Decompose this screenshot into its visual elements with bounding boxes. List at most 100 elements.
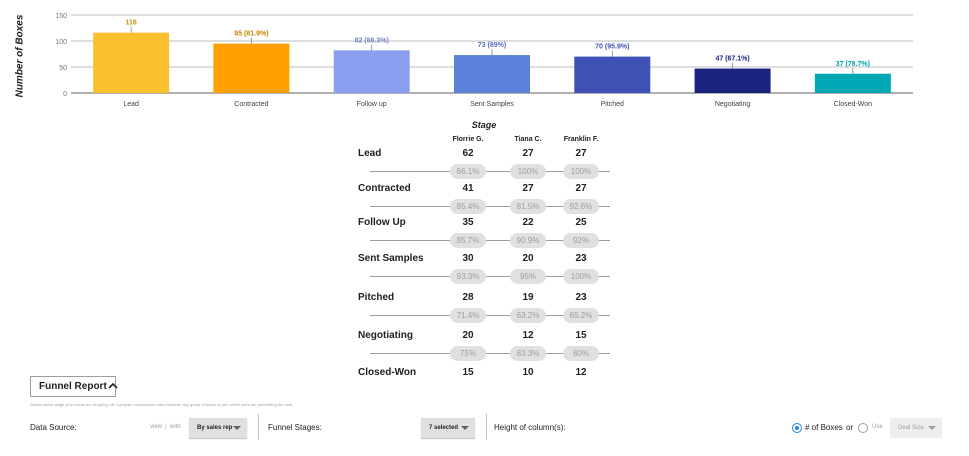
data-label: 95 (81.9%)	[234, 31, 268, 38]
bar[interactable]	[333, 50, 410, 93]
conversion-rate-pill: 63.2%	[510, 308, 546, 323]
conversion-line	[370, 353, 610, 354]
boxes-radio[interactable]	[792, 423, 802, 433]
conversion-rate-pill: 81.5%	[510, 199, 546, 214]
conversion-line	[370, 276, 610, 277]
data-source-dropdown[interactable]: By sales rep	[189, 418, 247, 438]
funnel-report-button[interactable]: Funnel Report	[30, 376, 116, 397]
funnel-stage-title: Stage	[471, 120, 497, 130]
funnel-stages-value: 7 selected	[429, 425, 459, 431]
bar[interactable]	[454, 55, 530, 93]
stage-count: 62	[462, 148, 474, 159]
x-tick-label: Negotiating	[715, 101, 751, 108]
bar[interactable]	[213, 43, 290, 93]
stage-count: 23	[575, 292, 587, 303]
report-description: Shows which stage your boxes are droppin…	[30, 402, 294, 407]
stage-count: 15	[575, 330, 587, 341]
bar[interactable]	[694, 68, 771, 93]
conversion-rate-pill: 93.3%	[450, 269, 486, 284]
conversion-rate-pill: 71.4%	[450, 308, 486, 323]
stage-count: 27	[575, 148, 587, 159]
rep-header: Florrie G.	[452, 136, 484, 143]
rep-header: Franklin F.	[563, 136, 599, 143]
divider	[258, 414, 259, 440]
stage-count: 27	[575, 183, 587, 194]
caret-down-icon	[928, 426, 936, 430]
stage-label: Contracted	[358, 183, 411, 194]
conversion-rate-pill: 90.9%	[510, 233, 546, 248]
bar-chart-svg: 0 50 100 150 116 Lead 95 (81.9%) Contracted 82 (…	[55, 13, 913, 108]
conversion-rate-pill: 92.6%	[563, 199, 599, 214]
conversion-rate-pill: 100%	[563, 164, 599, 179]
y-axis-label: Number of Boxes	[14, 14, 26, 98]
stage-label: Sent Samples	[358, 253, 424, 264]
bar[interactable]	[814, 73, 891, 93]
deal-size-dropdown[interactable]: Deal Size	[890, 418, 942, 438]
data-source-value: By sales rep	[197, 425, 233, 431]
data-label: 37 (78.7%)	[836, 61, 870, 68]
stage-count: 20	[462, 330, 474, 341]
with-label: with	[170, 424, 181, 430]
divider	[486, 414, 487, 440]
x-tick-label: Contracted	[234, 101, 268, 108]
stage-label: Pitched	[358, 292, 395, 303]
stage-count: 30	[462, 253, 474, 264]
view-with-divider: |	[165, 424, 167, 430]
use-label: Use	[872, 424, 883, 430]
conversion-line	[370, 206, 610, 207]
stage-count: 35	[462, 217, 474, 228]
conversion-line	[370, 171, 610, 172]
conversion-rate-pill: 100%	[510, 164, 546, 179]
y-tick-label: 50	[59, 65, 67, 72]
conversion-rate-pill: 75%	[450, 346, 486, 361]
stage-label: Closed-Won	[358, 367, 417, 378]
chevron-up-icon[interactable]	[105, 377, 121, 395]
caret-down-icon	[461, 426, 469, 430]
data-label: 47 (67.1%)	[715, 56, 749, 63]
y-tick-label: 150	[55, 13, 67, 20]
bar-chart: 0 50 100 150 116 Lead 95 (81.9%) Contracted 82 (…	[0, 0, 969, 112]
data-source-label: Data Source:	[30, 423, 77, 432]
data-label: 116	[125, 20, 136, 27]
x-tick-label: Closed-Won	[834, 101, 872, 108]
stage-count: 22	[522, 217, 534, 228]
bar[interactable]	[574, 56, 651, 93]
stage-count: 20	[522, 253, 534, 264]
conversion-rate-pill: 100%	[563, 269, 599, 284]
funnel-table: Florrie G. Tiana C. Franklin F. Lead 62 27 27 C…	[350, 133, 620, 378]
x-tick-label: Pitched	[601, 101, 624, 108]
stage-count: 12	[575, 367, 587, 378]
stage-label: Follow Up	[358, 217, 406, 228]
stage-count: 27	[522, 183, 534, 194]
conversion-line	[370, 315, 610, 316]
stage-count: 23	[575, 253, 587, 264]
stage-count: 10	[522, 367, 534, 378]
data-label: 70 (95.9%)	[595, 44, 629, 51]
caret-down-icon	[233, 426, 241, 430]
conversion-rate-pill: 65.2%	[563, 308, 599, 323]
funnel-stages-dropdown[interactable]: 7 selected	[421, 418, 475, 438]
funnel-stages-label: Funnel Stages:	[268, 423, 322, 432]
stage-count: 19	[522, 292, 534, 303]
data-label: 82 (86.3%)	[355, 37, 389, 44]
deal-size-radio[interactable]	[858, 423, 868, 433]
conversion-rate-pill: 85.4%	[450, 199, 486, 214]
rep-header: Tiana C.	[514, 136, 542, 143]
conversion-rate-pill: 66.1%	[450, 164, 486, 179]
stage-label: Negotiating	[358, 330, 413, 341]
y-tick-label: 100	[55, 39, 67, 46]
data-label: 73 (89%)	[478, 42, 506, 49]
height-label: Height of column(s):	[494, 423, 566, 432]
deal-size-value: Deal Size	[898, 425, 924, 431]
stage-count: 25	[575, 217, 587, 228]
view-label: view	[150, 424, 163, 430]
stage-count: 12	[522, 330, 534, 341]
stage-count: 15	[462, 367, 474, 378]
conversion-rate-pill: 92%	[563, 233, 599, 248]
stage-count: 27	[522, 148, 534, 159]
or-label: or	[846, 423, 854, 432]
x-tick-label: Follow up	[357, 101, 387, 108]
conversion-rate-pill: 80%	[563, 346, 599, 361]
bar[interactable]	[93, 32, 170, 93]
boxes-option-label: # of Boxes	[805, 423, 843, 432]
